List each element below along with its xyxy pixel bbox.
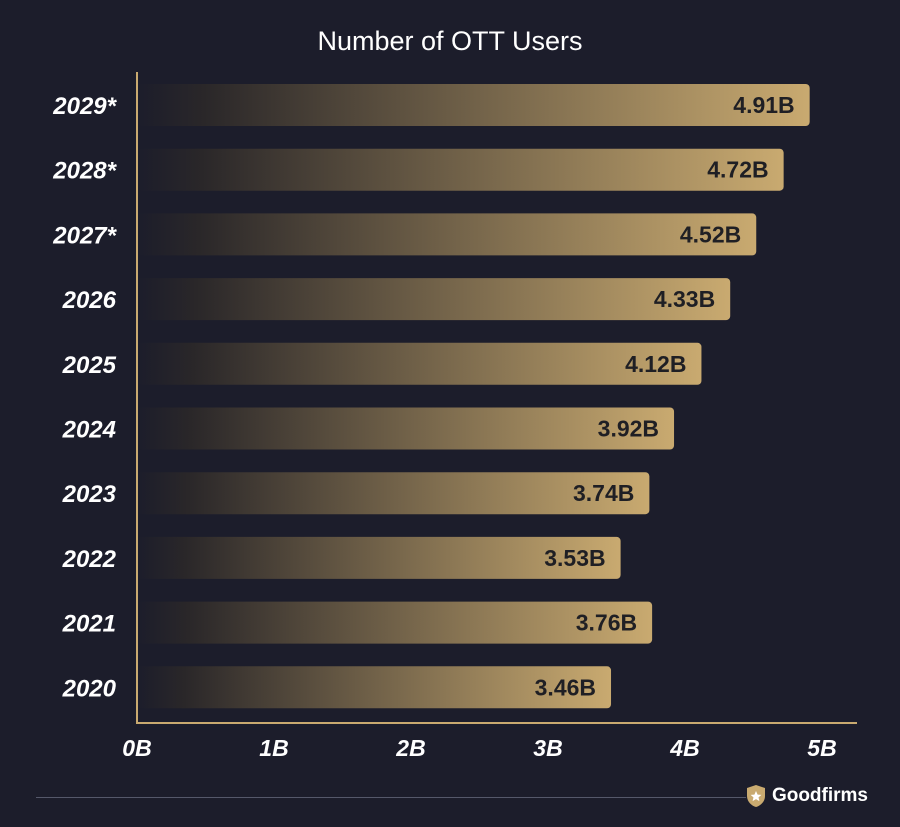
chart-title: Number of OTT Users (317, 26, 582, 56)
data-label: 4.52B (680, 221, 741, 247)
x-tick-label: 4B (669, 735, 699, 761)
x-tick-label: 1B (259, 735, 288, 761)
category-label: 2023 (62, 481, 117, 508)
category-label: 2020 (62, 675, 117, 702)
data-label: 4.33B (654, 286, 715, 312)
brand-logo: Goodfirms (746, 784, 868, 808)
bar (137, 666, 612, 709)
x-tick-label: 5B (807, 735, 836, 761)
footer-divider (36, 797, 746, 798)
category-label: 2027* (52, 222, 117, 249)
category-label: 2024 (62, 417, 116, 444)
x-tick-label: 2B (395, 735, 425, 761)
data-label: 3.76B (576, 610, 637, 636)
data-label: 3.74B (573, 480, 634, 506)
category-label: 2029* (52, 93, 117, 120)
axis-layer: 0B 1B 2B 3B 4B 5B (122, 72, 857, 761)
x-tick-label: 3B (533, 735, 562, 761)
category-label: 2021 (62, 611, 116, 638)
bar (137, 342, 702, 385)
category-label: 2025 (62, 352, 117, 379)
bar (137, 407, 675, 450)
bar (137, 84, 810, 126)
data-label: 3.46B (535, 674, 596, 700)
bar (137, 148, 784, 191)
bar (137, 536, 621, 579)
data-label: 4.72B (707, 157, 768, 183)
bar (137, 278, 731, 321)
data-label: 4.91B (733, 92, 794, 118)
category-label: 2028* (52, 158, 117, 185)
x-tick-label: 0B (122, 735, 151, 761)
bar (137, 472, 650, 515)
bar (137, 213, 757, 256)
data-label: 4.12B (625, 351, 686, 377)
shield-star-icon (746, 785, 765, 807)
category-label: 2022 (62, 546, 117, 573)
labels-layer: 4.91B 2029* 4.72B 2028* 4.52B 2027* 4.33B 2026 4… (52, 92, 794, 702)
category-label: 2026 (62, 287, 117, 314)
bar (137, 601, 653, 644)
brand-name: Goodfirms (771, 785, 868, 806)
data-label: 3.92B (598, 416, 659, 442)
bars-layer (137, 84, 810, 709)
data-label: 3.53B (544, 545, 605, 571)
